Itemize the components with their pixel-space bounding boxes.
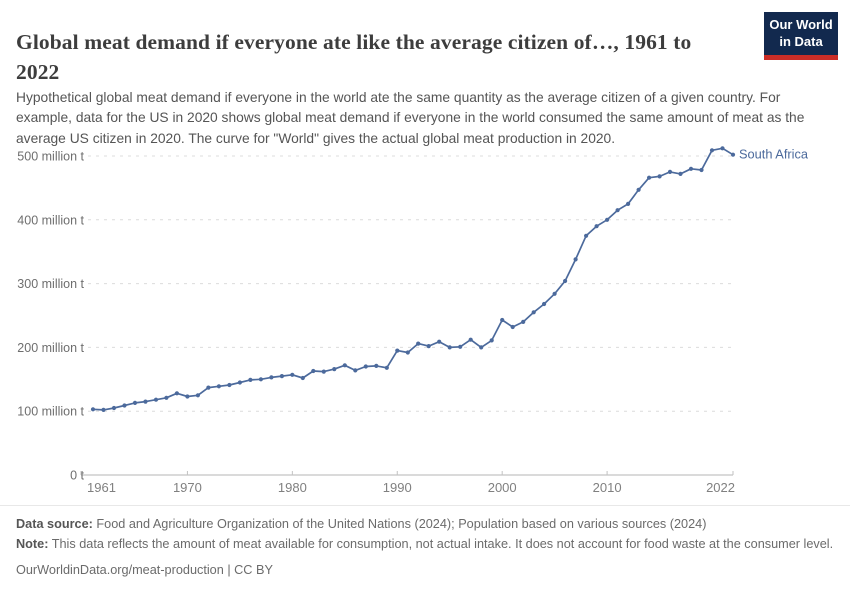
y-axis-tick-label: 300 million t — [17, 277, 84, 291]
data-point — [709, 148, 715, 153]
owid-logo-line2: in Data — [779, 33, 823, 49]
data-point — [521, 319, 526, 324]
y-axis-tick-label: 200 million t — [17, 341, 84, 355]
data-point — [405, 350, 410, 355]
y-axis-tick-label: 0 t — [70, 469, 84, 483]
data-point — [594, 224, 599, 229]
data-point — [269, 375, 274, 380]
page-title: Global meat demand if everyone ate like … — [16, 30, 692, 85]
data-point — [542, 301, 547, 307]
data-point — [258, 377, 263, 382]
data-point — [132, 400, 138, 405]
data-point — [563, 278, 568, 284]
note-label: Note: — [16, 536, 49, 551]
data-point — [573, 257, 578, 262]
data-point — [374, 363, 379, 368]
data-point — [290, 372, 295, 377]
data-point — [447, 345, 452, 350]
data-point — [426, 344, 431, 349]
data-point — [720, 146, 725, 151]
data-point — [510, 324, 515, 330]
data-point — [667, 169, 673, 174]
chart-subtitle: Hypothetical global meat demand if every… — [16, 89, 805, 146]
data-point — [311, 368, 316, 374]
data-point — [584, 233, 589, 238]
chart-footer: Data source: Food and Agriculture Organi… — [0, 505, 850, 581]
data-point — [468, 337, 473, 342]
x-axis-tick-label: 1970 — [173, 480, 202, 495]
data-point — [605, 217, 610, 222]
data-point — [332, 367, 337, 372]
data-point — [730, 152, 736, 157]
note-line: Note: This data reflects the amount of m… — [16, 535, 834, 555]
data-point — [636, 187, 641, 192]
data-point — [195, 393, 200, 398]
data-point — [500, 317, 505, 323]
data-point — [206, 385, 211, 390]
data-point — [552, 291, 557, 296]
y-axis-tick-label: 500 million t — [17, 150, 84, 164]
data-point — [237, 380, 242, 385]
data-point — [416, 341, 421, 346]
data-point — [626, 201, 631, 206]
x-axis-tick-label: 2000 — [488, 480, 517, 495]
data-point — [688, 166, 694, 171]
data-point — [227, 382, 232, 388]
data-point — [363, 364, 368, 369]
owid-logo-line1: Our World — [769, 17, 833, 33]
data-point — [395, 348, 400, 353]
data-point — [531, 310, 536, 315]
x-axis-tick-label: 2010 — [593, 480, 622, 495]
data-point — [657, 174, 662, 179]
y-axis-tick-label: 400 million t — [17, 213, 84, 227]
chart-area[interactable]: 0 t 100 million t 200 million t 300 million… — [0, 140, 850, 500]
data-point — [384, 365, 389, 370]
entity-label[interactable]: South Africa — [739, 147, 809, 162]
data-point — [647, 175, 652, 180]
data-point — [615, 208, 620, 213]
data-point — [458, 344, 463, 349]
data-point — [248, 377, 253, 382]
data-point — [90, 407, 96, 412]
data-point — [353, 368, 358, 373]
data-point — [101, 407, 106, 412]
data-point — [185, 394, 190, 399]
y-axis-tick-label: 100 million t — [17, 405, 84, 419]
data-point — [216, 384, 221, 389]
data-point — [122, 403, 127, 408]
data-point — [164, 395, 169, 400]
data-point — [678, 171, 683, 176]
note-text: This data reflects the amount of meat av… — [48, 536, 834, 551]
data-point — [279, 374, 284, 379]
data-source-label: Data source: — [16, 517, 93, 531]
data-point — [321, 369, 326, 374]
data-point — [342, 363, 347, 368]
x-axis-tick-label: 1961 — [87, 480, 116, 495]
data-point — [143, 399, 148, 404]
data-source-text: Food and Agriculture Organization of the… — [92, 517, 707, 531]
data-line — [92, 147, 734, 411]
data-point — [111, 405, 117, 411]
data-point — [479, 345, 484, 350]
citation-line: OurWorldinData.org/meat-production | CC … — [16, 563, 273, 578]
data-point — [437, 339, 442, 344]
data-source-line: Data source: Food and Agriculture Organi… — [16, 515, 834, 535]
x-axis-tick-label: 1980 — [278, 480, 307, 495]
data-point — [153, 397, 159, 402]
x-axis-tick-label: 2022 — [706, 480, 735, 495]
owid-logo: Our World in Data — [764, 12, 838, 60]
x-axis-tick-label: 1990 — [383, 480, 412, 495]
data-point — [300, 375, 305, 381]
data-point — [174, 391, 179, 396]
data-point — [699, 167, 704, 173]
data-point — [489, 338, 494, 343]
